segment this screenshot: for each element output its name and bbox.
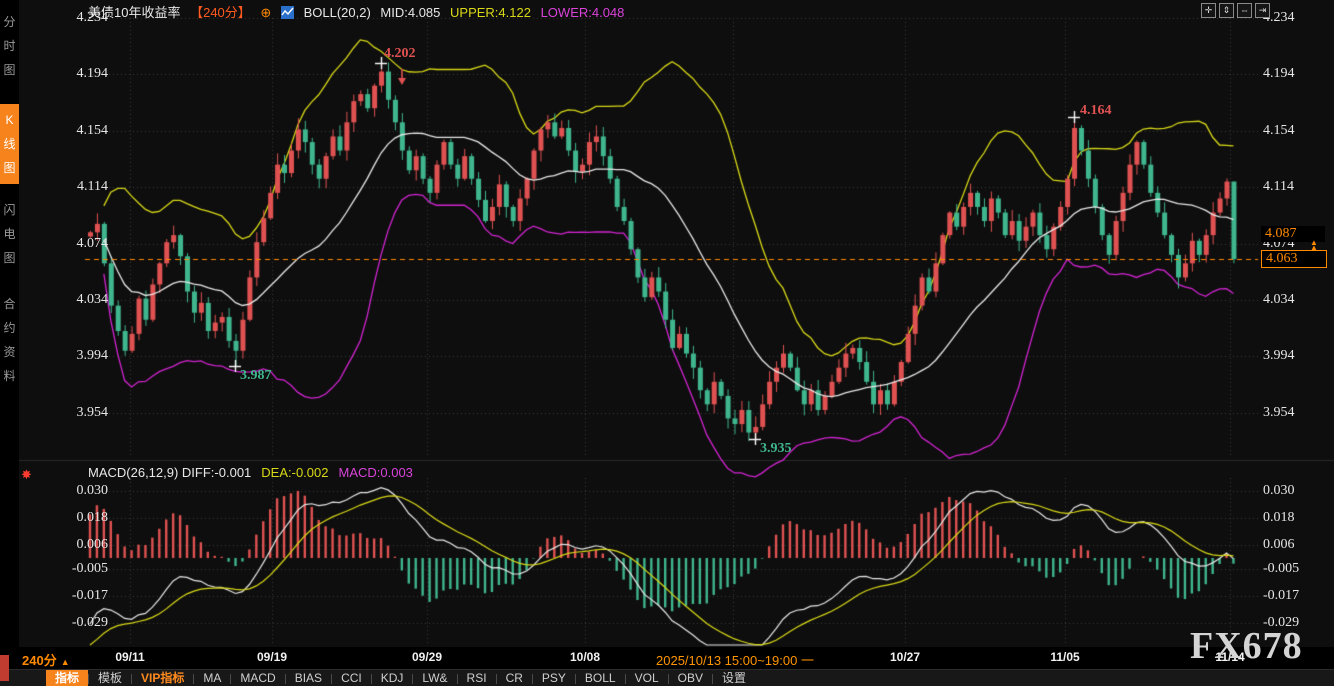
- y-scale-icon[interactable]: ⇕: [1219, 3, 1234, 18]
- add-indicator-icon[interactable]: ⊕: [260, 5, 271, 20]
- chart-header: 美债10年收益率 【240分】 ⊕ BOLL(20,2) MID:4.085 U…: [88, 2, 630, 18]
- y-tick: 4.194: [1263, 66, 1323, 82]
- macd-header-item-1: DEA:-0.002: [261, 465, 328, 480]
- corner-logo-icon: [0, 655, 9, 681]
- y-tick: 4.154: [1263, 123, 1323, 139]
- date-tick: 09/19: [237, 650, 307, 664]
- y-tick: 3.994: [1263, 348, 1323, 364]
- date-tick: 09/11: [95, 650, 165, 664]
- extreme-price-annotation: 4.164: [1080, 103, 1112, 119]
- macd-header-item-2: MACD:0.003: [338, 465, 412, 480]
- cursor-date-label: 2025/10/13 15:00~19:00 一: [653, 649, 817, 670]
- left-sidebar: 分时图 K线图闪电图合约资料: [0, 0, 19, 686]
- boll-mid-value: MID:4.085: [380, 5, 440, 20]
- macd-header-item-0: MACD(26,12,9) DIFF:-0.001: [88, 465, 251, 480]
- toolbar-item-10[interactable]: CR: [497, 670, 532, 686]
- toolbar-item-7[interactable]: KDJ: [372, 670, 413, 686]
- toolbar-item-15[interactable]: 设置: [713, 670, 755, 686]
- sidebar-tab-kline-chart[interactable]: K线图: [0, 104, 19, 184]
- macd-tick: 0.030: [1263, 483, 1323, 499]
- macd-tick: -0.029: [50, 615, 108, 631]
- sidebar-tab-flash-chart[interactable]: 闪电图: [0, 194, 19, 274]
- toolbar-item-13[interactable]: VOL: [626, 670, 668, 686]
- period-tag[interactable]: 【240分】: [190, 5, 251, 20]
- period-selector[interactable]: 240分 ▲: [22, 650, 70, 669]
- toolbar-item-11[interactable]: PSY: [533, 670, 575, 686]
- toolbar-item-12[interactable]: BOLL: [576, 670, 625, 686]
- macd-header: MACD(26,12,9) DIFF:-0.001 DEA:-0.002 MACD:…: [88, 465, 423, 480]
- price-alert-arrow-icon: ▲▲: [1310, 240, 1318, 250]
- y-tick: 4.194: [50, 66, 108, 82]
- toolbar-item-6[interactable]: CCI: [332, 670, 371, 686]
- indicator-settings-icon[interactable]: ✸: [21, 467, 32, 483]
- date-tick: 10/27: [870, 650, 940, 664]
- date-tick: 09/29: [392, 650, 462, 664]
- toolbar-item-5[interactable]: BIAS: [286, 670, 331, 686]
- mini-chart-icon: [281, 6, 294, 22]
- trading-terminal: 分时图 K线图闪电图合约资料 美债10年收益率 【240分】 ⊕ BOLL(20,…: [0, 0, 1334, 686]
- toolbar-item-3[interactable]: MA: [194, 670, 230, 686]
- macd-tick: -0.005: [50, 561, 108, 577]
- toolbar-item-2[interactable]: VIP指标: [132, 670, 193, 686]
- macd-tick: 0.030: [50, 483, 108, 499]
- sidebar-tab-minute-chart[interactable]: 分时图: [0, 6, 19, 86]
- extreme-price-annotation: 3.935: [760, 441, 792, 457]
- y-tick: 4.234: [1263, 10, 1323, 26]
- extreme-price-annotation: 3.987: [240, 368, 272, 384]
- boll-label: BOLL(20,2): [304, 5, 371, 20]
- y-tick: 4.034: [1263, 292, 1323, 308]
- toolbar-item-8[interactable]: LW&: [413, 670, 456, 686]
- boll-upper-value: UPPER:4.122: [450, 5, 531, 20]
- y-tick: 3.994: [50, 348, 108, 364]
- boll-lower-value: LOWER:4.048: [541, 5, 625, 20]
- pan-icon[interactable]: ✛: [1201, 3, 1216, 18]
- cursor-price-label: 4.063: [1261, 250, 1327, 268]
- macd-tick: -0.017: [50, 588, 108, 604]
- y-tick: 4.074: [50, 236, 108, 252]
- toolbar-item-14[interactable]: OBV: [669, 670, 712, 686]
- extreme-price-annotation: 4.202: [384, 46, 416, 62]
- y-tick: 4.114: [1263, 179, 1323, 195]
- y-tick: 4.034: [50, 292, 108, 308]
- date-tick: 10/08: [550, 650, 620, 664]
- macd-tick: 0.018: [1263, 510, 1323, 526]
- price-chart-canvas[interactable]: [0, 0, 1334, 686]
- go-latest-icon[interactable]: ⇥: [1255, 3, 1270, 18]
- toolbar-item-4[interactable]: MACD: [231, 670, 284, 686]
- macd-tick: 0.018: [50, 510, 108, 526]
- x-scale-icon[interactable]: ⇔: [1237, 3, 1252, 18]
- y-tick: 3.954: [50, 405, 108, 421]
- toolbar-item-1[interactable]: 模板: [89, 670, 131, 686]
- indicator-toolbar: 指标模板VIP指标MAMACDBIASCCIKDJLW&RSICRPSYBOLL…: [0, 669, 1334, 686]
- sidebar-tab-contract-info[interactable]: 合约资料: [0, 288, 19, 392]
- y-tick: 4.154: [50, 123, 108, 139]
- macd-tick: 0.006: [1263, 537, 1323, 553]
- macd-tick: -0.005: [1263, 561, 1323, 577]
- date-tick: 11/05: [1030, 650, 1100, 664]
- period-selector-label: 240分: [22, 653, 57, 668]
- y-tick: 4.114: [50, 179, 108, 195]
- watermark: FX678: [1190, 624, 1303, 668]
- chart-tool-icons: ✛⇕⇔⇥: [1201, 3, 1270, 18]
- date-axis: 240分▲ 09/1109/1909/2910/0810/2711/0511/1…: [0, 647, 1334, 669]
- instrument-title: 美债10年收益率: [88, 5, 180, 20]
- macd-tick: 0.006: [50, 537, 108, 553]
- macd-tick: -0.017: [1263, 588, 1323, 604]
- y-tick: 3.954: [1263, 405, 1323, 421]
- toolbar-item-0[interactable]: 指标: [46, 670, 88, 686]
- toolbar-item-9[interactable]: RSI: [458, 670, 496, 686]
- caret-up-icon: ▲: [61, 657, 70, 667]
